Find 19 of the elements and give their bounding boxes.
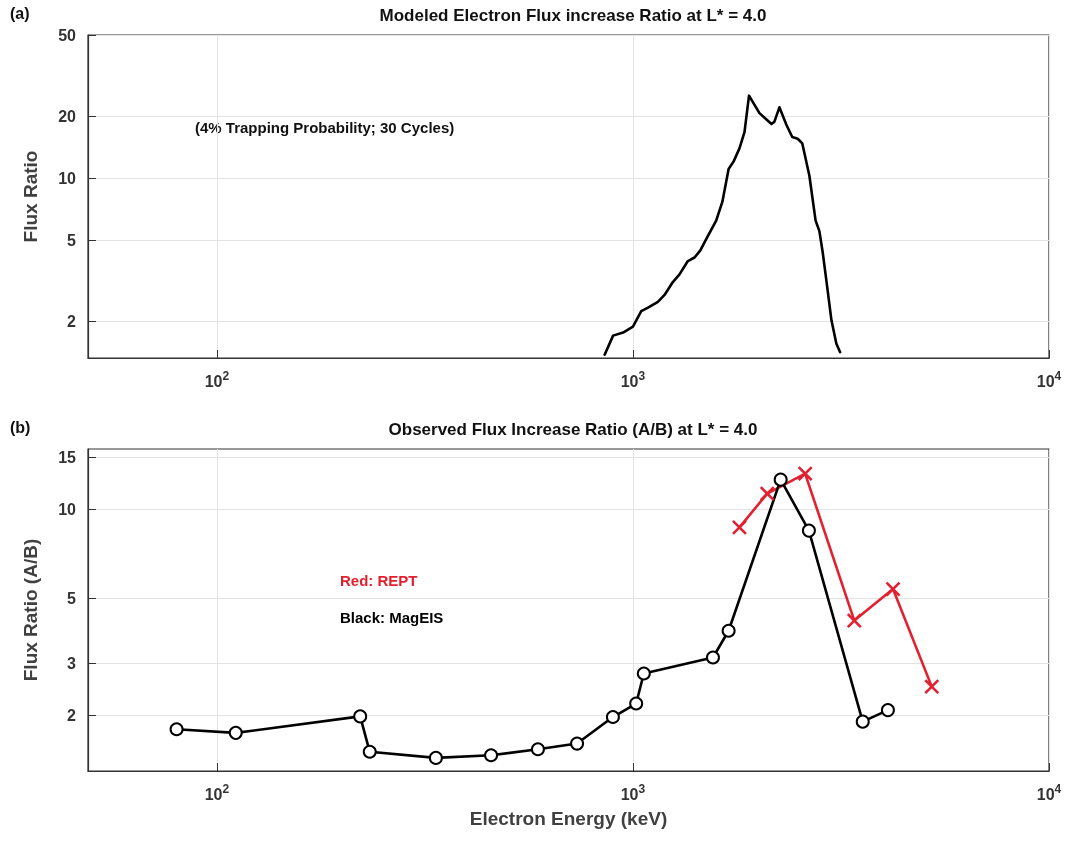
y-tick-label: 2	[67, 707, 77, 725]
y-tick-label: 10	[58, 500, 77, 518]
y-tick-label: 10	[58, 169, 77, 187]
chart-title: Observed Flux Increase Ratio (A/B) at L* = 4.0	[388, 420, 758, 439]
y-tick-label: 5	[67, 589, 77, 607]
y-tick-label: 5	[67, 231, 77, 249]
text: (a)	[10, 4, 30, 22]
chart-title: Modeled Electron Flux increase Ratio at L* = 4.0	[379, 6, 767, 25]
x-axis-title: Electron Energy (keV)	[469, 808, 668, 829]
text: (b)	[10, 418, 31, 436]
y-tick-label: 2	[67, 313, 77, 331]
y-axis-title: Flux Ratio (A/B)	[20, 538, 41, 682]
y-tick-label: 20	[58, 108, 77, 126]
y-tick-label: 50	[58, 26, 77, 44]
y-axis-title: Flux Ratio	[20, 150, 41, 243]
y-tick-label: 3	[67, 655, 77, 673]
text: Red: REPT	[340, 571, 418, 589]
text: Black: MagEIS	[340, 608, 444, 626]
y-tick-label: 15	[58, 448, 77, 466]
